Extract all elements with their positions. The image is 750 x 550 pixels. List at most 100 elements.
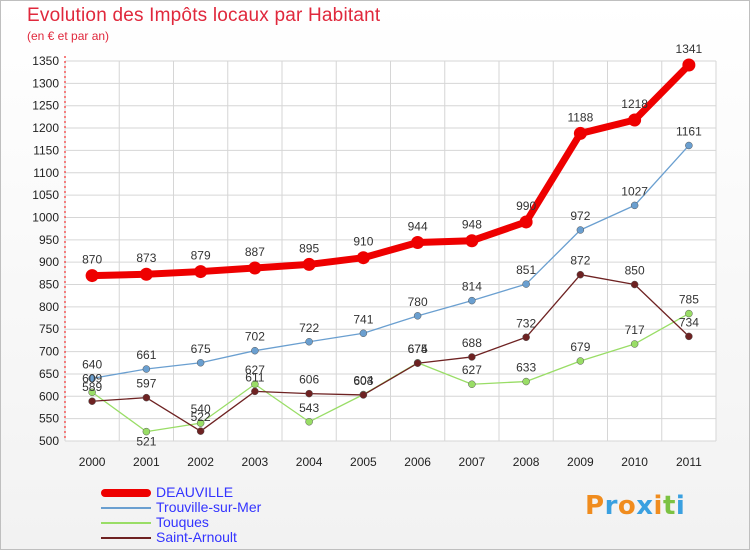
y-tick-label: 1150 [33, 143, 59, 157]
x-tick-label: 2000 [79, 455, 106, 469]
data-label: 1161 [676, 124, 702, 138]
logo-letter: x [636, 491, 654, 521]
y-tick-label: 1050 [32, 188, 59, 202]
x-tick-label: 2010 [621, 455, 648, 469]
logo-letter: P [585, 491, 605, 521]
data-point [305, 338, 313, 346]
data-label: 627 [245, 363, 265, 377]
data-point [194, 265, 208, 279]
data-point [468, 380, 476, 388]
y-tick-label: 750 [39, 322, 59, 336]
series-line-deauville [92, 62, 692, 280]
data-point [302, 257, 316, 271]
data-point [413, 359, 422, 367]
data-point [576, 270, 585, 279]
legend-label: Touques [156, 514, 209, 530]
data-point [251, 346, 259, 355]
data-point [88, 388, 96, 397]
data-point [139, 267, 153, 281]
logo-letter: t [662, 491, 676, 521]
data-point [576, 226, 585, 234]
logo-letter: i [653, 491, 663, 521]
logo-letter: o [617, 491, 637, 521]
legend-label: DEAUVILLE [156, 484, 234, 500]
y-tick-label: 550 [39, 412, 59, 426]
data-point [522, 333, 530, 342]
data-point [359, 329, 368, 338]
data-label: 780 [408, 295, 428, 309]
data-label: 603 [353, 374, 373, 388]
data-point [88, 397, 96, 405]
data-point [576, 357, 585, 365]
data-label: 522 [191, 410, 211, 424]
y-tick-label: 1350 [32, 54, 59, 68]
data-point [522, 280, 530, 288]
data-label: 814 [462, 280, 482, 294]
data-point [196, 419, 205, 427]
data-label: 910 [353, 235, 373, 249]
data-point [519, 215, 533, 229]
data-point [356, 251, 370, 265]
data-point [682, 58, 696, 72]
data-label: 597 [136, 377, 156, 391]
y-tick-label: 500 [39, 434, 59, 448]
data-label: 944 [408, 220, 428, 234]
x-tick-label: 2011 [676, 455, 702, 469]
y-tick-label: 800 [39, 300, 59, 314]
legend-swatch [101, 507, 151, 509]
legend-swatch [101, 537, 151, 539]
data-label: 1341 [676, 42, 703, 56]
x-tick-label: 2008 [513, 455, 540, 469]
x-tick-label: 2005 [350, 455, 377, 469]
legend-swatch [101, 522, 151, 524]
data-point [305, 389, 313, 398]
data-label: 540 [191, 402, 211, 416]
x-tick-label: 2006 [404, 455, 431, 469]
x-tick-label: 2001 [133, 455, 160, 469]
x-tick-label: 2009 [567, 455, 594, 469]
data-point [465, 234, 479, 248]
y-tick-label: 1100 [33, 166, 59, 180]
data-label: 895 [299, 241, 319, 255]
data-label: 1218 [621, 97, 648, 111]
legend-label: Saint-Arnoult [156, 529, 237, 545]
data-label: 609 [82, 371, 102, 385]
data-point [88, 374, 96, 383]
legend-label: Trouville-sur-Mer [156, 499, 262, 515]
data-label: 702 [245, 330, 265, 344]
x-tick-label: 2007 [459, 455, 486, 469]
data-point [630, 280, 639, 289]
data-label: 674 [408, 342, 428, 356]
data-point [630, 201, 639, 210]
chart-subtitle: (en € et par an) [27, 29, 110, 43]
data-label: 732 [516, 316, 536, 330]
chart-title: Evolution des Impôts locaux par Habitant [27, 5, 381, 26]
data-label: 679 [570, 340, 590, 354]
data-point [196, 359, 205, 367]
logo-letter: i [675, 491, 686, 521]
data-label: 606 [299, 373, 319, 387]
data-label: 611 [245, 370, 264, 384]
data-point [411, 236, 425, 250]
data-label: 741 [353, 312, 373, 326]
data-label: 589 [82, 380, 102, 394]
data-point [196, 427, 205, 435]
data-label: 633 [516, 361, 536, 375]
data-point [685, 309, 693, 318]
data-point [685, 332, 693, 341]
data-label: 872 [570, 254, 590, 268]
logo-letter: r [604, 491, 618, 521]
y-tick-label: 600 [39, 389, 59, 403]
data-point [248, 261, 262, 275]
data-point [251, 387, 259, 396]
data-label: 661 [136, 348, 156, 362]
data-label: 717 [625, 323, 645, 337]
data-label: 604 [353, 374, 373, 388]
y-tick-label: 900 [39, 255, 59, 269]
data-label: 879 [191, 249, 211, 263]
data-label: 675 [408, 342, 428, 356]
data-point [685, 141, 693, 150]
x-tick-label: 2004 [296, 455, 323, 469]
